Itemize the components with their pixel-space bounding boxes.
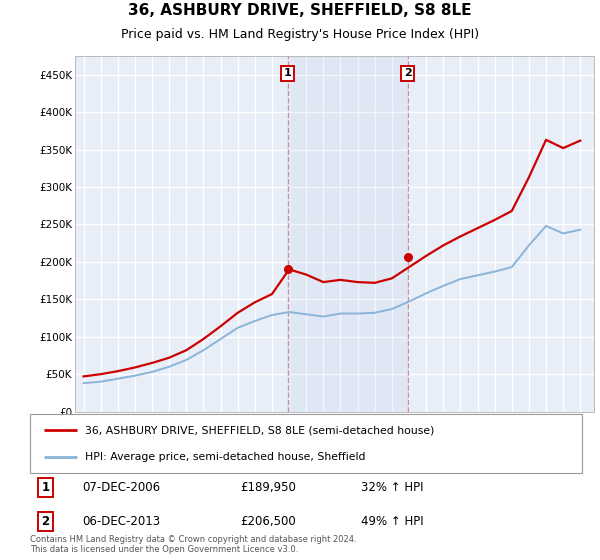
Text: 07-DEC-2006: 07-DEC-2006 xyxy=(82,481,161,494)
Text: 06-DEC-2013: 06-DEC-2013 xyxy=(82,515,161,528)
Text: Price paid vs. HM Land Registry's House Price Index (HPI): Price paid vs. HM Land Registry's House … xyxy=(121,28,479,41)
Text: Contains HM Land Registry data © Crown copyright and database right 2024.
This d: Contains HM Land Registry data © Crown c… xyxy=(30,535,356,554)
Text: 1: 1 xyxy=(41,481,50,494)
FancyBboxPatch shape xyxy=(30,414,582,473)
Text: 1: 1 xyxy=(284,68,292,78)
Text: 32% ↑ HPI: 32% ↑ HPI xyxy=(361,481,424,494)
Text: £206,500: £206,500 xyxy=(240,515,296,528)
Text: 36, ASHBURY DRIVE, SHEFFIELD, S8 8LE: 36, ASHBURY DRIVE, SHEFFIELD, S8 8LE xyxy=(128,2,472,17)
Text: 49% ↑ HPI: 49% ↑ HPI xyxy=(361,515,424,528)
Text: 2: 2 xyxy=(404,68,412,78)
Bar xyxy=(288,56,407,412)
Text: £189,950: £189,950 xyxy=(240,481,296,494)
Text: 36, ASHBURY DRIVE, SHEFFIELD, S8 8LE (semi-detached house): 36, ASHBURY DRIVE, SHEFFIELD, S8 8LE (se… xyxy=(85,425,434,435)
Text: HPI: Average price, semi-detached house, Sheffield: HPI: Average price, semi-detached house,… xyxy=(85,452,366,463)
Text: 2: 2 xyxy=(41,515,50,528)
